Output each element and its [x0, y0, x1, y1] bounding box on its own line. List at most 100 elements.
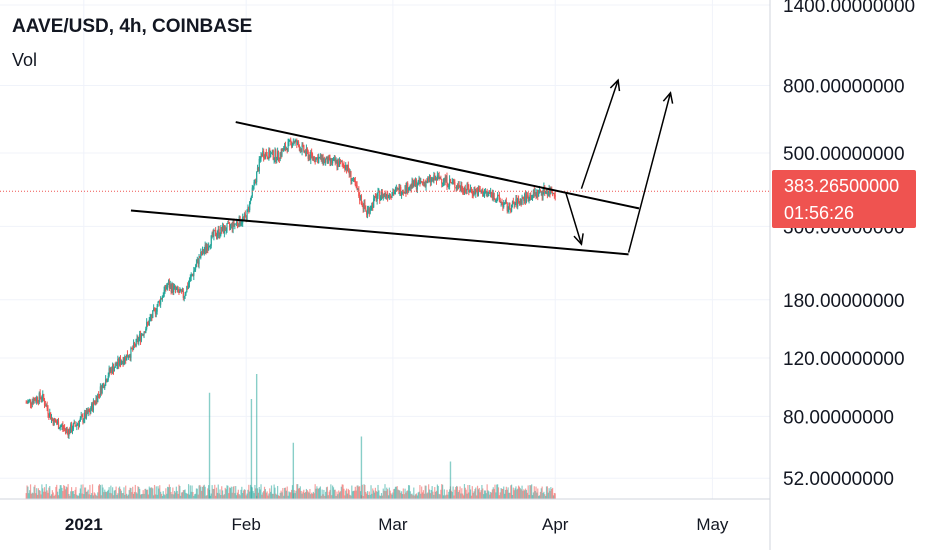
volume-bar [199, 484, 201, 499]
candle-body [90, 409, 92, 413]
volume-bar [349, 494, 351, 499]
volume-legend[interactable]: Vol [12, 50, 38, 70]
volume-bar [295, 490, 297, 499]
candle-body [472, 193, 474, 196]
candle-body [517, 198, 520, 202]
price-axis[interactable]: 1400.00000000800.00000000500.00000000300… [783, 0, 915, 490]
volume-bar [471, 486, 473, 499]
candle-body [98, 394, 101, 396]
volume-bar [174, 492, 177, 499]
volume-bar [531, 495, 534, 499]
volume-bar [304, 492, 307, 499]
volume-bar [443, 489, 445, 499]
volume-bar [453, 495, 455, 499]
candle-body [543, 186, 545, 193]
arrow-line [580, 79, 619, 189]
volume-spike [360, 436, 363, 499]
volume-bar [309, 488, 311, 499]
candle-body [79, 418, 81, 421]
volume-bar [412, 495, 414, 499]
volume-bar [405, 492, 407, 499]
candle-body [38, 392, 40, 403]
volume-bar [44, 491, 46, 499]
volume-bar [297, 484, 299, 499]
volume-bar [220, 494, 222, 499]
volume-spike [292, 442, 295, 499]
candle-body [84, 412, 86, 420]
candle-body [131, 347, 133, 349]
candle-body [512, 201, 514, 204]
volume-bar [421, 492, 424, 499]
volume-bar [326, 486, 328, 499]
volume-bar [382, 488, 384, 499]
candle-body [381, 192, 383, 198]
symbol-title[interactable]: AAVE/USD, 4h, COINBASE [12, 16, 253, 37]
volume-bar [135, 492, 137, 499]
candle-body [440, 177, 442, 180]
candle-body [157, 301, 159, 307]
candle-body [383, 194, 385, 196]
volume-bar [188, 494, 191, 499]
candle-body [452, 181, 454, 183]
candle-body [270, 153, 272, 158]
candle-body [466, 184, 468, 191]
candle-body [178, 290, 180, 293]
candle-body [182, 290, 184, 298]
candle-body [109, 368, 111, 371]
volume-bar [178, 484, 180, 499]
candle-body [97, 393, 99, 403]
candle-body [290, 141, 293, 147]
candle-body [151, 317, 153, 319]
volume-bar [107, 489, 109, 499]
candle-body [357, 189, 359, 191]
volume-bar [236, 492, 239, 499]
volume-bar [215, 487, 218, 499]
volume-bar [311, 493, 314, 499]
candle-body [81, 415, 83, 417]
candle-body [358, 189, 360, 197]
candle-body [341, 161, 343, 164]
volume-bar [126, 495, 129, 499]
candle-body [202, 249, 205, 254]
candle-body [380, 197, 382, 201]
volume-bar [386, 487, 388, 499]
candle-body [116, 365, 118, 367]
candle-body [370, 208, 372, 210]
volume-bar [426, 493, 428, 499]
volume-bar [319, 486, 321, 499]
candle-body [332, 160, 334, 164]
candle-body [180, 289, 182, 292]
candle-body [528, 200, 530, 202]
volume-bar [535, 486, 537, 499]
volume-bar [517, 488, 519, 499]
volume-bar [69, 495, 71, 499]
candle-body [105, 379, 107, 386]
volume-bar [440, 489, 442, 499]
volume-bar [498, 495, 500, 499]
volume-bar [105, 492, 108, 499]
candle-body [487, 192, 489, 194]
candle-body [160, 298, 162, 305]
candle-body [156, 306, 158, 312]
candle-body [453, 181, 455, 183]
volume-bar [191, 485, 193, 499]
volume-bar [74, 489, 76, 499]
volume-bar [437, 485, 439, 499]
volume-bar [259, 489, 261, 499]
volume-bar [286, 486, 288, 499]
candle-body [47, 408, 49, 414]
candle-body [339, 160, 342, 162]
volume-bar [374, 487, 376, 499]
volume-bar [150, 487, 152, 499]
candle-body [443, 178, 445, 183]
candle-body [208, 246, 211, 248]
candle-body [249, 201, 251, 211]
candle-body [93, 400, 95, 403]
volume-bar [506, 489, 508, 499]
volume-bar [458, 490, 460, 499]
candle-body [77, 423, 80, 426]
volume-bar [66, 487, 68, 499]
candle-body [375, 196, 377, 201]
time-axis[interactable]: 2021 Feb Mar Apr May [65, 515, 729, 534]
